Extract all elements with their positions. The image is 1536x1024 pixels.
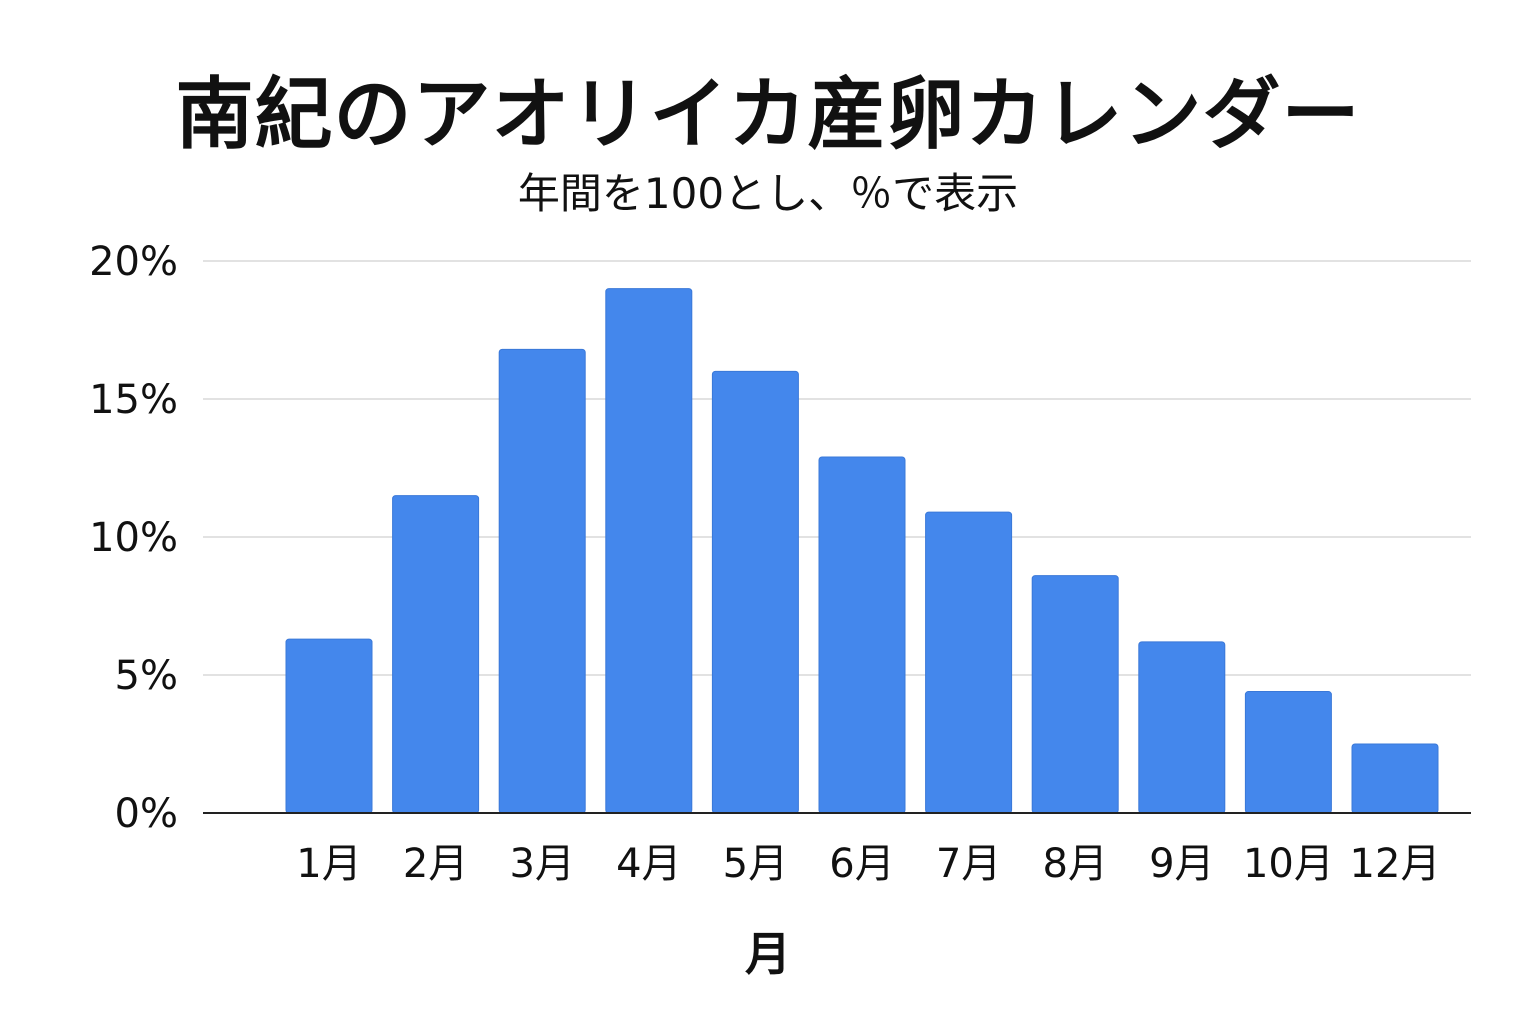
x-tick-label: 10月 [1243, 841, 1334, 887]
y-tick-label: 0% [115, 791, 178, 837]
bar-9月 [1138, 641, 1226, 814]
x-tick-label: 4月 [616, 841, 681, 887]
y-tick-label: 15% [89, 377, 178, 423]
x-tick-label: 1月 [296, 841, 361, 887]
chart-title: 南紀のアオリイカ産卵カレンダー [175, 70, 1361, 160]
x-tick-label: 8月 [1042, 841, 1107, 887]
bar-2月 [392, 495, 480, 814]
x-tick-label: 9月 [1149, 841, 1214, 887]
bar-3月 [498, 348, 586, 814]
x-tick-label: 6月 [829, 841, 894, 887]
bar-7月 [925, 511, 1013, 814]
y-tick-label: 20% [89, 239, 178, 285]
y-tick-label: 10% [89, 515, 178, 561]
bar-8月 [1031, 575, 1119, 814]
bar-6月 [818, 456, 906, 814]
x-tick-label: 3月 [509, 841, 574, 887]
x-tick-label: 12月 [1350, 841, 1441, 887]
x-axis-label: 月 [745, 927, 791, 981]
bar-5月 [711, 370, 799, 814]
x-tick-label: 2月 [403, 841, 468, 887]
y-tick-label: 5% [115, 653, 178, 699]
x-tick-label: 5月 [723, 841, 788, 887]
bar-4月 [605, 288, 693, 814]
x-tick-label: 7月 [936, 841, 1001, 887]
chart-subtitle: 年間を100とし、％で表示 [517, 169, 1019, 218]
bar-1月 [285, 638, 373, 814]
bar-10月 [1244, 691, 1332, 814]
bar-12月 [1351, 743, 1439, 814]
